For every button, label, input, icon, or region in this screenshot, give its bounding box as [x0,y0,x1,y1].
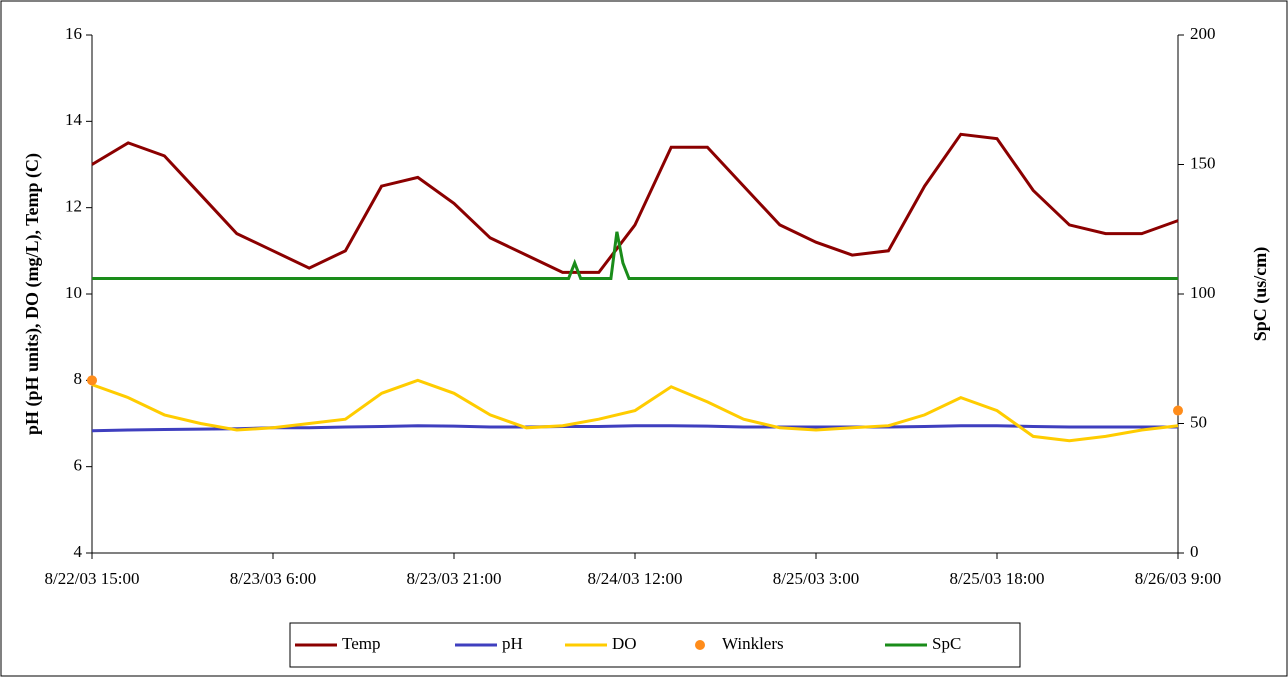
y2-tick-label: 0 [1190,542,1199,561]
x-tick-label: 8/25/03 18:00 [950,569,1045,588]
y-axis-label: pH (pH units), DO (mg/L), Temp (C) [22,153,43,435]
scatter-point [1173,405,1183,416]
y-tick-label: 4 [74,542,83,561]
series-line [91,132,1179,274]
y2-tick-label: 50 [1190,412,1207,431]
y-tick-label: 8 [74,369,83,388]
x-tick-label: 8/22/03 15:00 [45,569,140,588]
x-tick-label: 8/26/03 9:00 [1135,569,1221,588]
y2-tick-label: 100 [1190,283,1216,302]
legend-label: Temp [342,634,380,653]
legend-marker [695,640,705,650]
y-tick-label: 16 [65,24,82,43]
series-line [92,231,1178,280]
x-tick-label: 8/23/03 21:00 [407,569,502,588]
y-tick-label: 10 [65,283,82,302]
legend-label: pH [502,634,523,653]
y2-tick-label: 200 [1190,24,1216,43]
legend-label: Winklers [722,634,784,653]
scatter-point [87,375,97,386]
x-tick-label: 8/24/03 12:00 [588,569,683,588]
legend-label: SpC [932,634,961,653]
y-tick-label: 6 [74,456,83,475]
y-tick-label: 14 [65,110,83,129]
series-line [91,378,1179,443]
legend-label: DO [612,634,637,653]
x-tick-label: 8/25/03 3:00 [773,569,859,588]
y2-axis-label: SpC (us/cm) [1250,247,1271,342]
y2-tick-label: 150 [1190,153,1216,172]
y-tick-label: 12 [65,197,82,216]
x-tick-label: 8/23/03 6:00 [230,569,316,588]
